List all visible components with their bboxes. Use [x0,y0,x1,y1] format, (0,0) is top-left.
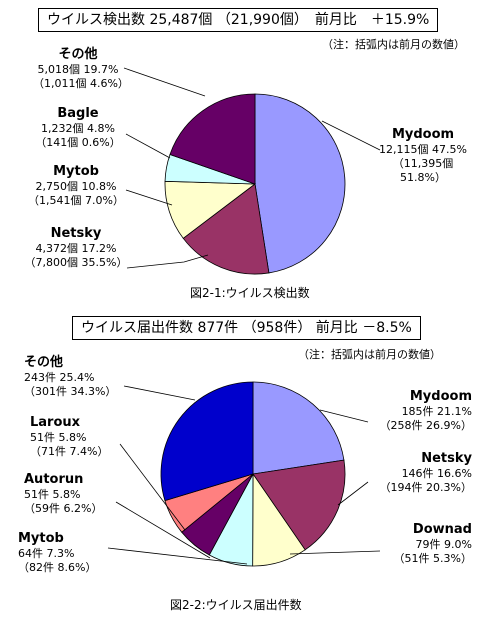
chart2-leader-line [289,550,381,555]
chart2-leader-line [319,409,369,423]
chart1-slice-netsky [182,183,270,275]
chart2-slice-netsky [252,459,346,551]
chart1-note: （注：括弧内は前月の数値） [322,38,465,51]
chart2-label-mytob-l1: 64件 7.3% [18,547,75,560]
chart1-leader-line [126,254,209,269]
chart2-label-laroux-l1: 51件 5.8% [30,431,87,444]
chart2-label-other-name: その他 [24,355,64,370]
chart2-label-other: その他 243件 25.4% （301件 34.3%） [24,354,124,399]
chart1-title: ウイルス検出数 25,487個 （21,990個） 前月比 ＋15.9% [38,8,439,32]
chart2-label-downad-l2: （51件 5.3%） [393,552,472,565]
chart2-label-mytob: Mytob 64件 7.3% （82件 8.6%） [18,530,108,575]
chart1-label-netsky-l2: （7,800個 35.5%） [24,256,128,269]
chart2-label-downad-l1: 79件 9.0% [415,538,472,551]
chart1-label-other-l2: （1,011個 4.6%） [33,77,129,90]
chart2-label-mydoom-name: Mydoom [409,389,472,404]
chart2-leader-line [107,547,248,565]
chart1-label-mytob-l1: 2,750個 10.8% [35,180,117,193]
chart2-title: ウイルス届出件数 877件 （958件） 前月比 －8.5% [72,316,421,340]
chart2-label-autorun-name: Autorun [24,472,84,487]
chart1-label-bagle: Bagle 1,232個 4.8% （141個 0.6%） [34,105,122,150]
chart1-label-bagle-name: Bagle [57,106,99,121]
chart1-label-bagle-l2: （141個 0.6%） [35,136,121,149]
chart2-label-laroux-name: Laroux [30,415,81,430]
chart2-label-other-l2: （301件 34.3%） [24,385,117,398]
chart2-label-netsky-l1: 146件 16.6% [401,467,472,480]
chart1-slice-other [169,93,256,185]
chart1-leader-line [125,133,171,159]
chart2-label-netsky-l2: （194件 20.3%） [379,481,472,494]
chart1-label-other: その他 5,018個 19.7% （1,011個 4.6%） [33,46,129,91]
chart2-label-laroux-l2: （71件 7.4%） [30,445,109,458]
chart1-caption: 図2-1:ウイルス検出数 [190,286,310,300]
chart2-label-mytob-l2: （82件 8.6%） [18,561,97,574]
chart2-leader-line [337,481,369,506]
chart2-label-other-l1: 243件 25.4% [24,371,95,384]
chart2-leader-line [119,443,186,531]
chart1-label-netsky: Netsky 4,372個 17.2% （7,800個 35.5%） [24,225,128,270]
chart1-label-mydoom-l2: （11,395個 [392,157,454,170]
chart1-label-mydoom-l3: 51.8%） [400,171,446,184]
chart1-label-netsky-l1: 4,372個 17.2% [35,242,117,255]
chart1-label-bagle-l1: 1,232個 4.8% [41,122,115,135]
chart1-label-mydoom: Mydoom 12,115個 47.5% （11,395個 51.8%） [378,126,468,185]
chart2-leader-line [123,385,196,401]
chart1-slice-mydoom [254,93,346,274]
chart2-slice-other [160,381,254,502]
chart2-label-downad-name: Downad [412,522,472,537]
chart1-label-netsky-name: Netsky [50,226,102,241]
chart1-label-mytob-name: Mytob [53,164,99,179]
chart2-label-laroux: Laroux 51件 5.8% （71件 7.4%） [30,414,120,459]
chart1-label-mydoom-l1: 12,115個 47.5% [379,143,467,156]
chart2-label-downad: Downad 79件 9.0% （51件 5.3%） [380,521,472,566]
chart1-leader-line [123,67,206,97]
chart2-label-mydoom: Mydoom 185件 21.1% （258件 26.9%） [368,388,472,433]
chart2-label-mydoom-l2: （258件 26.9%） [379,419,472,432]
chart2-note: （注：括弧内は前月の数値） [298,348,441,361]
chart2-label-netsky-name: Netsky [421,451,472,466]
chart2-label-mydoom-l1: 185件 21.1% [401,405,472,418]
chart2-label-autorun-l2: （59件 6.2%） [24,502,103,515]
chart1-label-mytob: Mytob 2,750個 10.8% （1,541個 7.0%） [28,163,124,208]
chart2-leader-line [115,501,211,559]
chart1-label-other-l1: 5,018個 19.7% [37,63,119,76]
chart2-label-netsky: Netsky 146件 16.6% （194件 20.3%） [368,450,472,495]
chart1-label-mydoom-name: Mydoom [391,127,455,142]
chart2-label-autorun: Autorun 51件 5.8% （59件 6.2%） [24,471,114,516]
chart1-leader-line [321,120,381,151]
chart1-label-mytob-l2: （1,541個 7.0%） [28,194,124,207]
chart1-leader-line [125,189,173,206]
chart1-label-other-name: その他 [58,47,98,62]
chart2-label-autorun-l1: 51件 5.8% [24,488,81,501]
chart2-label-mytob-name: Mytob [18,531,64,546]
chart2-caption: 図2-2:ウイルス届出件数 [170,598,302,612]
chart2-slice-mydoom [252,381,345,475]
